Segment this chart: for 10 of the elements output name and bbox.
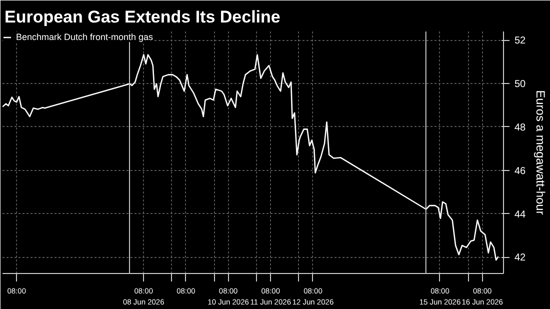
chart-title: European Gas Extends Its Decline: [4, 8, 280, 26]
line-series: [2, 54, 499, 261]
y-tick-label: 50: [514, 79, 526, 90]
y-tick-label: 46: [514, 166, 526, 177]
legend-label: Benchmark Dutch front-month gas: [16, 32, 154, 42]
y-tick-label: 42: [514, 252, 526, 264]
y-tick-label: 52: [514, 36, 526, 47]
y-tick-label: 48: [514, 122, 526, 134]
y-axis-title: Euros a megawatt-hour: [534, 90, 548, 215]
y-tick-label: 44: [514, 209, 526, 220]
